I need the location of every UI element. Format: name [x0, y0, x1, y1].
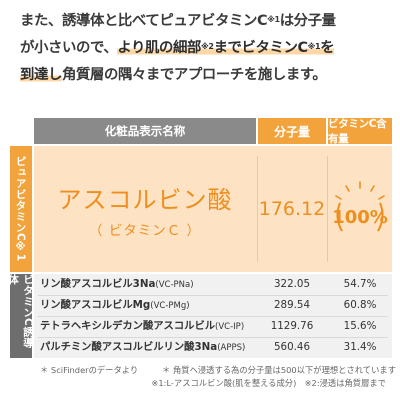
divider — [257, 156, 258, 262]
row-divider — [38, 316, 388, 317]
pure-vc-value: 100% — [332, 207, 388, 228]
derivative-name: テトラヘキシルデカン酸アスコルビル — [40, 320, 216, 332]
header-cosmetic-name: 化粧品表示名称 — [34, 118, 256, 144]
pure-vc-content: 100% — [328, 146, 392, 272]
intro-line-2: が小さいので、より肌の細部※2までビタミンC※1を — [20, 40, 335, 56]
table-row: テトラヘキシルデカン酸アスコルビル(VC-IP) 1129.76 15.6% — [34, 316, 392, 337]
intro-line-3: 到達し角質層の隅々までアプローチを施します。 — [20, 67, 327, 83]
derivative-name: リン酸アスコルビル3Na — [40, 278, 156, 290]
footnote-molecular-weight: ＊ 角質へ浸透する為の分子量は500以下が理想とされています — [162, 365, 396, 375]
derivative-code: (VC-IP) — [215, 322, 245, 332]
row-divider — [38, 295, 388, 296]
derivative-name: リン酸アスコルビルMg — [40, 299, 151, 311]
comparison-table: 化粧品表示名称 分子量 ビタミンC含有量 ピュアビタミンC※1 ビタミンC誘導体… — [7, 118, 392, 358]
derivative-vc-content: 31.4% — [343, 341, 377, 353]
derivative-molecular-weight: 289.54 — [273, 299, 311, 311]
pure-subname: （ ビタミンＣ ） — [88, 222, 202, 239]
table-row: パルチミン酸アスコルビルリン酸3Na(APPS) 560.46 31.4% — [34, 337, 392, 358]
footnote-definitions: ※1:L-アスコルビン酸(肌を整える成分) ※2:浸透は角質層まで — [151, 378, 386, 388]
table-row: リン酸アスコルビルMg(VC-PMg) 289.54 60.8% — [34, 295, 392, 316]
header-molecular-weight: 分子量 — [258, 118, 326, 144]
side-label-derivatives: ビタミンC誘導体 — [7, 274, 34, 358]
side-label-pure-vitamin-c: ピュアビタミンC※1 — [10, 146, 32, 272]
header-vitamin-c-content: ビタミンC含有量 — [328, 118, 392, 145]
divider — [327, 156, 328, 262]
pure-name: アスコルビン酸 — [57, 185, 233, 214]
derivative-name: パルチミン酸アスコルビルリン酸3Na — [40, 341, 218, 353]
derivative-vc-content: 60.8% — [343, 299, 377, 311]
derivative-molecular-weight: 560.46 — [273, 341, 311, 353]
footnote-source: ＊ SciFinderのデータより — [40, 365, 139, 375]
burst-badge-icon: 100% — [332, 181, 388, 232]
derivative-code: (VC-PNa) — [155, 280, 194, 290]
derivative-code: (VC-PMg) — [150, 301, 190, 311]
highlight-reach: 到達し — [20, 67, 62, 83]
pure-vitamin-c-row: アスコルビン酸 （ ビタミンＣ ） 176.12 100% — [34, 146, 392, 272]
table-row: リン酸アスコルビル3Na(VC-PNa) 322.05 54.7% — [34, 274, 392, 295]
footnotes: ＊ SciFinderのデータより ＊ 角質へ浸透する為の分子量は500以下が理… — [40, 364, 396, 390]
pure-name-cell: アスコルビン酸 （ ビタミンＣ ） — [34, 146, 256, 272]
derivative-vc-content: 54.7% — [343, 278, 377, 290]
derivative-molecular-weight: 322.05 — [273, 278, 311, 290]
pure-molecular-weight: 176.12 — [258, 198, 326, 220]
derivative-molecular-weight: 1129.76 — [270, 320, 314, 332]
intro-line-1: また、誘導体と比べてピュアビタミンC※1は分子量 — [20, 13, 336, 29]
derivative-code: (APPS) — [217, 343, 246, 353]
derivative-rows: リン酸アスコルビル3Na(VC-PNa) 322.05 54.7% リン酸アスコ… — [34, 274, 392, 358]
intro-text: また、誘導体と比べてピュアビタミンC※1は分子量 が小さいので、より肌の細部※2… — [20, 8, 390, 89]
derivative-vc-content: 15.6% — [343, 320, 377, 332]
highlight-skin-detail: より肌の細部※2までビタミンC※1を — [117, 40, 335, 56]
row-divider — [38, 337, 388, 338]
